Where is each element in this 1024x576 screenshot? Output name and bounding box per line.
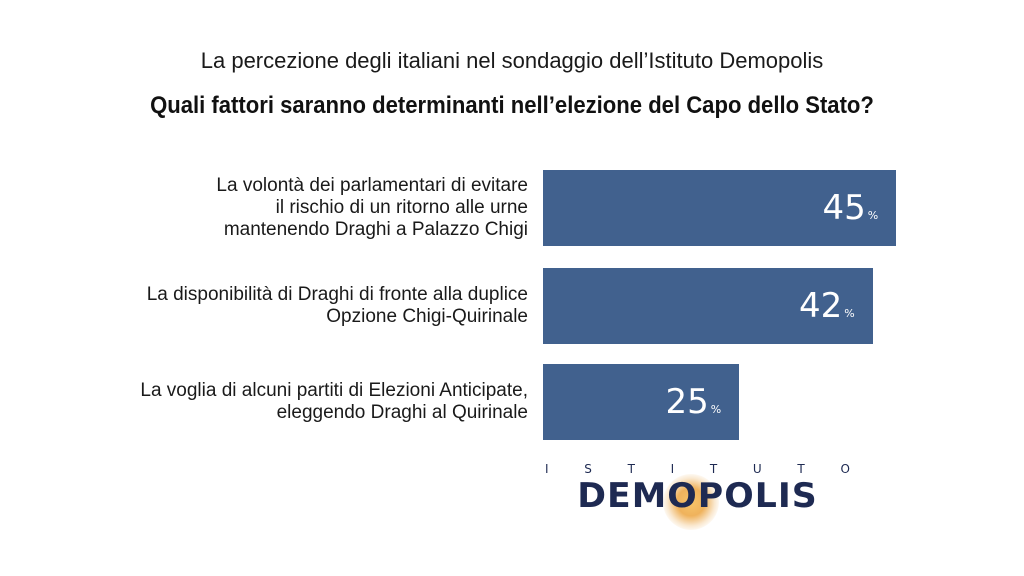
bar — [543, 364, 740, 440]
bar-value: 45 — [822, 188, 866, 228]
bar-value-label: 25% — [601, 382, 722, 427]
chart-subtitle: La percezione degli italiani nel sondagg… — [200, 48, 824, 73]
percent-sign: % — [844, 307, 855, 320]
bar-value: 42 — [798, 286, 843, 326]
percent-sign: % — [710, 403, 722, 416]
bar — [543, 268, 873, 344]
demopolis-logo: I S T I T U T O DEMOPOLIS — [545, 462, 850, 530]
category-label: La voglia di alcuni partiti di Elezioni … — [140, 380, 528, 423]
logo-letter: T — [797, 462, 805, 476]
bar-value-label: 45% — [758, 188, 879, 233]
category-label: La disponibilità di Draghi di fronte all… — [146, 284, 528, 327]
bar-value: 25 — [665, 382, 709, 422]
logo-letter: T — [627, 462, 635, 476]
logo-letter: U — [752, 462, 762, 476]
logo-letter: T — [709, 462, 718, 476]
bar — [543, 170, 897, 246]
percent-sign: % — [867, 209, 879, 222]
chart-title: Quali fattori saranno determinanti nell’… — [150, 92, 874, 119]
logo-letter: S — [584, 462, 592, 476]
logo-letter: I — [670, 462, 675, 476]
bar-value-label: 42% — [735, 289, 855, 331]
logo-letter: O — [840, 462, 850, 476]
category-label: La volontà dei parlamentari di evitare i… — [216, 175, 528, 240]
logo-glow — [663, 474, 719, 530]
logo-wordmark: DEMOPOLIS — [577, 476, 818, 516]
logo-letter: I — [545, 462, 549, 476]
